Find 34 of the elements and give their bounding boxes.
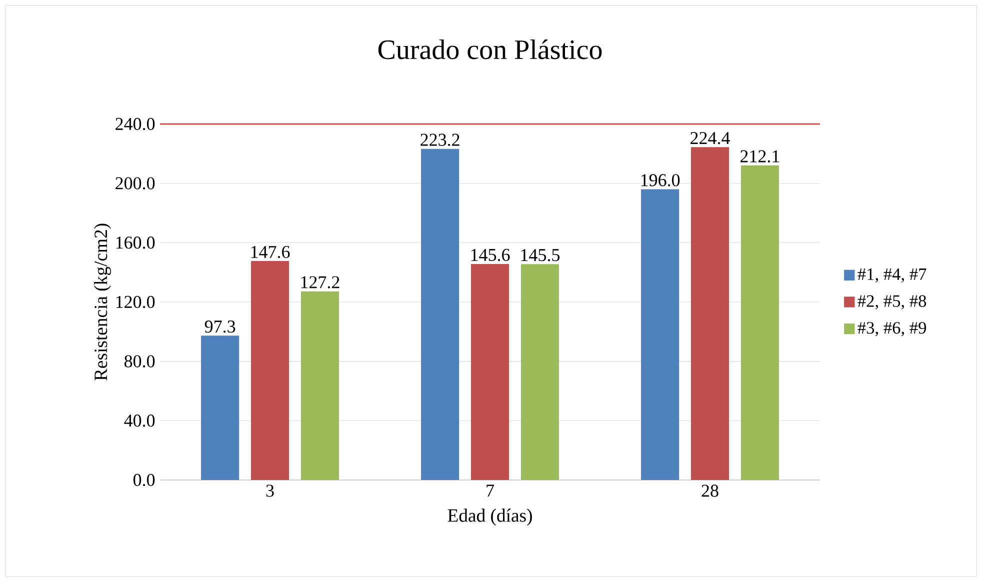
- y-tick-label: 80.0: [124, 355, 155, 368]
- bar: [690, 147, 730, 480]
- bar: [641, 189, 680, 480]
- chart-title: Curado con Plástico: [378, 39, 602, 60]
- data-label: 97.3: [204, 320, 236, 333]
- data-label: 145.5: [521, 249, 560, 262]
- data-label: 127.2: [301, 276, 340, 288]
- bar: [250, 261, 290, 480]
- x-tick-label: 3: [266, 484, 274, 497]
- y-tick-label: 200.0: [116, 177, 155, 190]
- y-tick-label: 160.0: [116, 236, 155, 249]
- data-label: 147.6: [251, 246, 290, 258]
- y-tick-label: 0.0: [133, 474, 155, 486]
- bar: [201, 336, 240, 480]
- legend-label: #1, #4, #7: [858, 268, 926, 283]
- data-label: 224.4: [690, 132, 730, 144]
- legend-label: #3, #6, #9: [858, 322, 926, 336]
- bar: [421, 148, 460, 480]
- x-tick-label: 7: [486, 484, 494, 496]
- y-axis-title: Resistencia (kg/cm2): [94, 224, 111, 380]
- x-axis-title: Edad (días): [448, 508, 532, 526]
- legend-label: #2, #5, #8: [858, 295, 926, 310]
- bar: [740, 165, 779, 480]
- bar: [520, 264, 559, 480]
- y-tick-label: 40.0: [124, 414, 155, 427]
- bar: [300, 291, 339, 480]
- data-label: 196.0: [641, 174, 680, 186]
- data-label: 212.1: [740, 150, 780, 162]
- data-label: 223.2: [420, 134, 460, 146]
- bar: [470, 264, 510, 480]
- y-tick-label: 120.0: [116, 296, 155, 308]
- data-label: 145.6: [471, 248, 510, 262]
- y-tick-label: 240.0: [116, 118, 155, 130]
- x-tick-label: 28: [702, 484, 718, 497]
